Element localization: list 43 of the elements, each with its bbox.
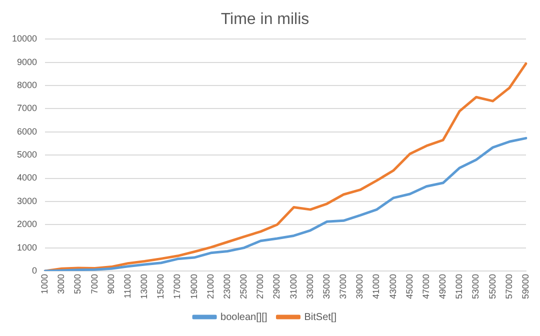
x-tick-label: 55000 bbox=[487, 274, 498, 300]
x-tick-label: 59000 bbox=[520, 274, 530, 300]
x-tick-label: 41000 bbox=[371, 274, 382, 300]
y-tick-label: 7000 bbox=[16, 103, 38, 114]
x-tick-label: 35000 bbox=[321, 274, 332, 300]
x-tick-label: 39000 bbox=[354, 274, 365, 300]
y-tick-label: 8000 bbox=[16, 80, 38, 90]
x-tick-label: 47000 bbox=[420, 274, 431, 300]
y-tick-label: 5000 bbox=[16, 150, 38, 160]
x-tick-label: 7000 bbox=[89, 274, 100, 294]
x-tick-label: 51000 bbox=[454, 274, 464, 300]
x-tick-label: 15000 bbox=[156, 274, 166, 300]
x-tick-label: 11000 bbox=[122, 274, 132, 298]
x-tick-label: 19000 bbox=[188, 274, 199, 300]
legend-label: BitSet[] bbox=[304, 312, 337, 323]
chart-title: Time in milis bbox=[220, 11, 310, 28]
y-tick-label: 0 bbox=[32, 265, 38, 276]
y-tick-label: 2000 bbox=[16, 219, 38, 230]
x-tick-label: 25000 bbox=[238, 274, 249, 300]
x-tick-label: 33000 bbox=[304, 274, 315, 300]
x-tick-label: 3000 bbox=[56, 274, 66, 294]
x-tick-label: 29000 bbox=[272, 274, 282, 300]
y-tick-label: 6000 bbox=[16, 126, 38, 136]
x-tick-label: 21000 bbox=[205, 274, 216, 300]
y-tick-label: 4000 bbox=[16, 172, 38, 183]
x-tick-label: 13000 bbox=[139, 274, 150, 300]
x-tick-label: 53000 bbox=[470, 274, 481, 300]
x-tick-label: 5000 bbox=[72, 274, 83, 294]
x-tick-label: 49000 bbox=[438, 274, 448, 300]
x-tick-label: 31000 bbox=[288, 274, 298, 300]
x-tick-label: 23000 bbox=[222, 274, 232, 300]
x-tick-label: 45000 bbox=[404, 274, 414, 300]
y-tick-label: 9000 bbox=[16, 56, 38, 67]
x-tick-label: 27000 bbox=[255, 274, 266, 300]
x-tick-label: 17000 bbox=[172, 274, 182, 300]
x-tick-label: 9000 bbox=[106, 274, 116, 294]
x-tick-label: 43000 bbox=[388, 274, 398, 300]
legend-label: boolean[][] bbox=[220, 312, 268, 323]
y-tick-label: 10000 bbox=[12, 34, 38, 44]
x-tick-label: 57000 bbox=[504, 274, 514, 300]
x-tick-label: 37000 bbox=[338, 274, 348, 300]
y-tick-label: 3000 bbox=[16, 196, 38, 206]
y-tick-label: 1000 bbox=[16, 242, 38, 252]
